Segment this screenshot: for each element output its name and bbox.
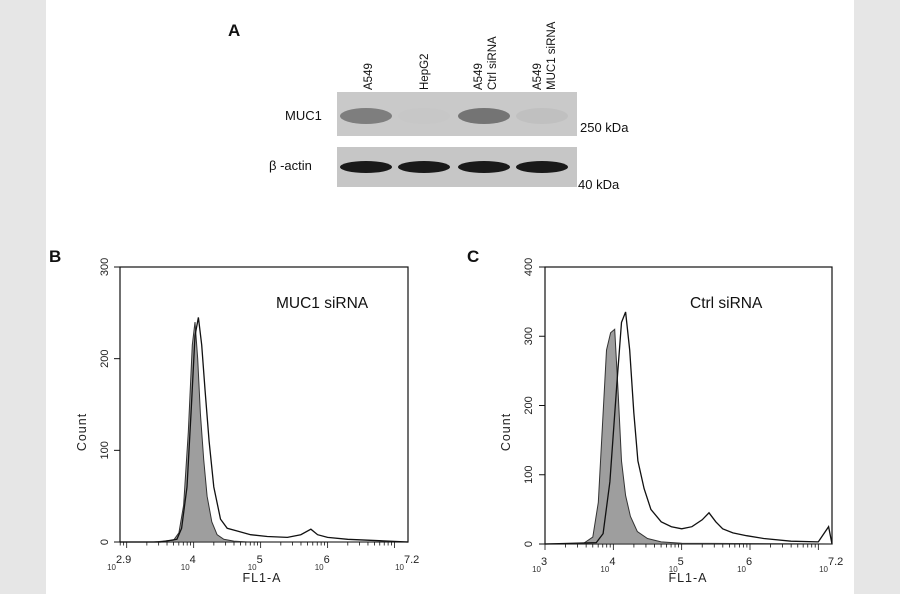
actin-blot: [337, 147, 577, 187]
actin-bands: [340, 161, 568, 173]
plot-b-xtick-exp: 7.2: [404, 554, 419, 566]
plot-b-xtick-exp: 2.9: [116, 554, 131, 566]
plot-c-xtick-label-7.2: 107.2: [819, 556, 843, 574]
plot-b-xtick-base: 10: [248, 563, 257, 572]
plot-b-xtick-label-7.2: 107.2: [395, 554, 419, 572]
plot-c-xtick-exp: 3: [541, 556, 547, 568]
plot-b-xtick-base: 10: [107, 563, 116, 572]
plot-b-xtick-exp: 4: [190, 554, 196, 566]
lane-3-line-1: A549: [473, 63, 485, 90]
lane-4-line-1: A549: [532, 63, 544, 90]
panel-a-label: A: [228, 21, 240, 40]
muc1-marker: 250 kDa: [580, 120, 629, 135]
muc1-band-3: [458, 108, 510, 124]
plot-b-ytick-label-300: 300: [99, 258, 111, 276]
plot-b-series-filled: [120, 321, 408, 543]
lane-label-3: A549 Ctrl siRNA: [473, 36, 499, 90]
plot-c-ylabel: Count: [499, 413, 513, 451]
lane-1-line-1: A549: [363, 63, 375, 90]
plot-c-series-outline: [544, 311, 833, 545]
plot-c-xtick-exp: 7.2: [828, 556, 843, 568]
plot-b-xtick-label-6: 106: [315, 554, 330, 572]
plot-c-xtick-base: 10: [819, 565, 828, 574]
plot-c-xtick-exp: 4: [609, 556, 615, 568]
plot-b-xtick-label-4: 104: [181, 554, 196, 572]
plot-c-xtick-label-5: 105: [669, 556, 684, 574]
plot-b-frame: [119, 266, 409, 543]
plot-b-xlabel: FL1-A: [242, 571, 281, 585]
plot-b-xtick-exp: 6: [324, 554, 330, 566]
plot-c-ytick-label-0: 0: [523, 541, 535, 547]
plot-b-xtick-base: 10: [315, 563, 324, 572]
plot-c-xtick-label-3: 103: [532, 556, 547, 574]
histogram-c: Ctrl siRNA Count FL1-A 01002003004001031…: [499, 258, 843, 585]
plot-c-xtick-label-6: 106: [737, 556, 752, 574]
plot-b-xtick-label-2.9: 102.9: [107, 554, 131, 572]
muc1-band-4: [516, 108, 568, 124]
actin-band-1: [340, 161, 392, 173]
muc1-band-2: [398, 108, 450, 124]
plot-c-xtick-base: 10: [669, 565, 678, 574]
histogram-b: MUC1 siRNA Count FL1-A 0100200300102.910…: [75, 258, 419, 585]
plot-c-xtick-base: 10: [532, 565, 541, 574]
plot-c-ytick-label-400: 400: [523, 258, 535, 276]
muc1-blot: [337, 92, 577, 136]
figure-canvas: A A549 HepG2 A549 Ctrl siRNA A549 MUC1 s…: [49, 21, 843, 585]
plot-b-ytick-label-100: 100: [99, 441, 111, 459]
plot-c-annotation: Ctrl siRNA: [690, 295, 763, 312]
plot-c-xtick-base: 10: [600, 565, 609, 574]
plot-c-ytick-label-100: 100: [523, 466, 535, 484]
plot-b-annotation: MUC1 siRNA: [276, 295, 369, 312]
panel-b-label: B: [49, 247, 61, 266]
plot-b-xtick-label-5: 105: [248, 554, 263, 572]
panel-c-label: C: [467, 247, 479, 266]
actin-row-label: β -actin: [269, 158, 312, 173]
actin-band-3: [458, 161, 510, 173]
actin-band-4: [516, 161, 568, 173]
muc1-row-label: MUC1: [285, 108, 322, 123]
plot-b-ylabel: Count: [75, 413, 89, 451]
plot-c-ytick-label-300: 300: [523, 327, 535, 345]
lane-label-2: HepG2: [419, 54, 431, 90]
plot-c-xlabel: FL1-A: [668, 571, 707, 585]
plot-c-xtick-exp: 6: [746, 556, 752, 568]
actin-marker: 40 kDa: [578, 177, 620, 192]
plot-b-ytick-label-0: 0: [99, 539, 111, 545]
lane-label-1: A549: [363, 63, 375, 90]
plot-c-frame: [544, 266, 833, 545]
figure: A A549 HepG2 A549 Ctrl siRNA A549 MUC1 s…: [46, 0, 854, 594]
plot-b-xtick-exp: 5: [257, 554, 263, 566]
actin-band-2: [398, 161, 450, 173]
plot-b-series-outline: [120, 317, 409, 543]
lane-2-line-1: HepG2: [419, 54, 431, 90]
plot-c-xtick-exp: 5: [678, 556, 684, 568]
plot-c-xtick-base: 10: [737, 565, 746, 574]
plot-c-ytick-label-200: 200: [523, 396, 535, 414]
muc1-bands: [340, 108, 568, 124]
plot-b-ytick-label-200: 200: [99, 349, 111, 367]
lane-3-line-2: Ctrl siRNA: [487, 36, 499, 90]
plot-c-xtick-label-4: 104: [600, 556, 615, 574]
plot-b-xtick-base: 10: [181, 563, 190, 572]
lane-4-line-2: MUC1 siRNA: [546, 21, 558, 90]
plot-b-xtick-base: 10: [395, 563, 404, 572]
muc1-band-1: [340, 108, 392, 124]
lane-label-4: A549 MUC1 siRNA: [532, 21, 558, 90]
